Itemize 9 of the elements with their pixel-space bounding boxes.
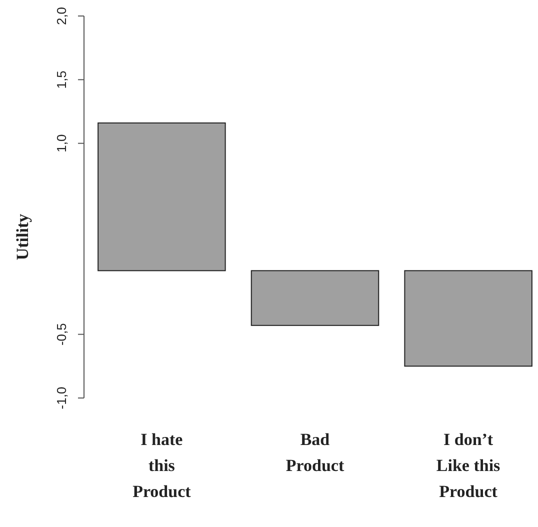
x-tick-label: I don’t Like this Product — [436, 430, 501, 501]
y-tick-label: -1,0 — [54, 386, 69, 410]
y-axis-title: Utility — [13, 213, 32, 260]
y-tick-label: 1,0 — [54, 134, 69, 152]
y-tick-label: -0,5 — [54, 323, 69, 346]
y-tick-label: 2,0 — [54, 6, 69, 26]
x-tick-label: I hate this Product — [132, 430, 192, 501]
y-tick-label: 1,5 — [54, 70, 69, 89]
x-tick-label: Bad Product — [286, 430, 344, 475]
